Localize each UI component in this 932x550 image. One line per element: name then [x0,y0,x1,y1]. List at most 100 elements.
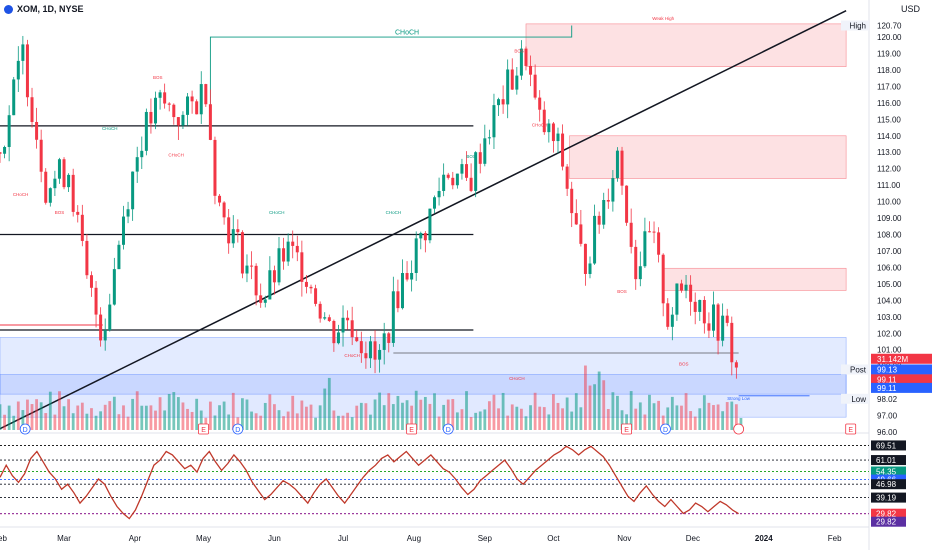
candle-body [245,265,249,274]
candle-body [428,208,432,241]
zone-demand-3 [0,337,847,395]
volume-bar [99,411,103,430]
volume-bar [135,391,139,430]
x-tick-label: Mar [57,534,71,543]
annotation-label: BOS [55,210,65,215]
candle-body [492,105,496,138]
candle-body [0,152,2,154]
volume-bar [506,415,510,430]
volume-bar [405,400,409,430]
dividend-marker-icon [19,423,31,435]
dividend-marker-icon [442,423,454,435]
volume-bar [721,411,725,430]
volume-bar [684,393,688,430]
volume-bar [12,415,16,430]
volume-bar [455,412,459,430]
volume-bar [67,399,71,430]
y-tick-label: 104.00 [877,296,902,305]
chart-header: XOM, 1D, NYSE [4,4,84,14]
volume-bar [309,404,313,430]
volume-bar [648,394,651,430]
volume-bar [460,409,464,430]
volume-bar [629,391,633,430]
candle-body [112,269,116,305]
volume-bar [144,405,148,430]
candle-body [442,174,446,191]
candle-body [350,320,354,338]
y-tick-label: 117.00 [877,82,901,91]
candle-body [597,215,601,225]
candle-body [606,199,610,202]
volume-bar [94,415,98,430]
candle-body [469,177,473,191]
volume-bar [44,413,48,430]
volume-bar [291,395,295,430]
y-tick-label: 113.00 [877,148,901,157]
annotation-label: Weak High [652,16,674,21]
y-tick-label: 110.00 [877,198,901,207]
volume-bar [58,391,61,430]
volume-bar [442,404,446,430]
candle-body [483,138,487,164]
annotation-label: CHoCH [532,123,548,128]
volume-bar [26,399,29,430]
candle-body [231,229,235,244]
volume-bar [465,391,468,430]
volume-bar [268,394,272,430]
price-label-name: High [850,22,866,31]
candle-body [501,99,505,105]
price-label-value: 99.13 [877,365,898,374]
price-label-value: 98.02 [877,395,898,404]
candle-body [204,84,208,105]
volume-bar [327,377,331,430]
candle-body [725,315,729,323]
symbol-title[interactable]: XOM, 1D, NYSE [17,4,84,14]
volume-bar [712,405,715,430]
rsi-level-value: 61.01 [876,456,897,465]
volume-bar [250,411,253,430]
volume-bar [725,402,729,430]
volume-bar [401,402,404,430]
price-label-badge [871,374,932,385]
volume-bar [391,404,395,430]
rsi-level-badge [871,492,906,503]
candle-body [451,177,455,186]
volume-bar [0,404,2,430]
volume-bar [80,402,84,430]
volume-bar [21,410,25,430]
candle-body [570,188,574,214]
x-tick-label: Feb [0,534,7,543]
volume-bar [364,403,368,430]
candle-body [186,96,190,115]
candle-body [551,123,555,142]
volume-bar [341,415,345,430]
dividend-marker-letter: D [446,427,451,434]
volume-bar [39,402,43,430]
volume-bar [698,408,702,430]
volume-bar [739,417,743,430]
candle-body [346,317,350,321]
x-tick-label: Jun [268,534,281,543]
y-tick-label: 107.00 [877,247,902,256]
currency-label[interactable]: USD [900,4,920,14]
rsi-level-badge [871,516,906,527]
candle-body [282,248,286,262]
candle-body [268,270,272,300]
candle-body [547,123,551,133]
candle-body [286,241,290,262]
annotation-label: CHoCH [102,126,118,131]
volume-bar [254,413,258,430]
annotation-label: Strong Low [727,396,751,401]
candle-body [583,243,587,274]
rsi-level-badge [871,508,906,519]
volume-bar [314,417,317,430]
rsi-line [0,445,739,520]
candle-body [465,164,469,178]
candle-body [236,229,240,233]
rsi-level-value: 46.98 [876,480,897,489]
annotation-label: CHoCH [269,210,285,215]
annotation-label: BOS [617,289,627,294]
candle-body [250,265,254,267]
volume-bar [410,405,414,430]
